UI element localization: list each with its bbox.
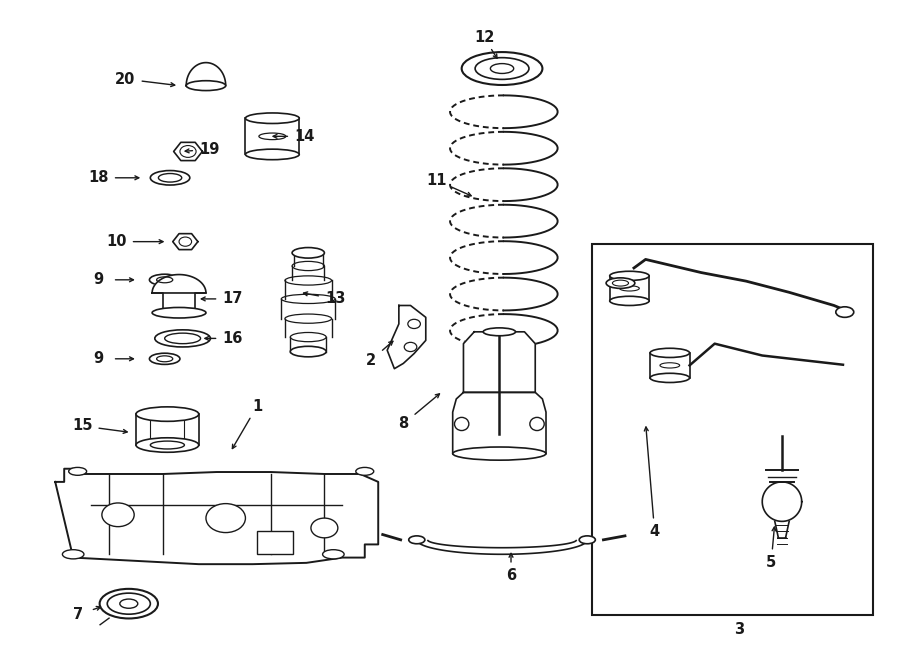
Text: 10: 10 [106, 234, 127, 249]
Text: 18: 18 [88, 171, 109, 185]
Text: 7: 7 [73, 607, 83, 623]
Ellipse shape [836, 307, 854, 317]
Text: 20: 20 [115, 71, 135, 87]
Circle shape [310, 518, 338, 538]
Text: 13: 13 [325, 292, 346, 307]
Ellipse shape [120, 599, 138, 608]
Ellipse shape [606, 278, 634, 288]
Ellipse shape [68, 467, 86, 475]
Text: 2: 2 [366, 352, 376, 368]
Ellipse shape [453, 447, 546, 460]
Polygon shape [173, 233, 198, 250]
Text: 6: 6 [506, 568, 516, 583]
Ellipse shape [246, 149, 300, 160]
Ellipse shape [152, 307, 206, 318]
Text: 9: 9 [94, 351, 104, 366]
Ellipse shape [157, 277, 173, 283]
Ellipse shape [158, 174, 182, 182]
Ellipse shape [107, 593, 150, 614]
Ellipse shape [619, 286, 639, 291]
Ellipse shape [155, 330, 211, 347]
Ellipse shape [650, 373, 689, 383]
Circle shape [404, 342, 417, 352]
Text: 12: 12 [474, 30, 494, 45]
Ellipse shape [454, 417, 469, 430]
Ellipse shape [259, 133, 286, 139]
Circle shape [206, 504, 246, 533]
Bar [285, 319, 331, 337]
Ellipse shape [136, 438, 199, 452]
Text: 14: 14 [294, 129, 315, 144]
Ellipse shape [165, 333, 201, 344]
Text: 5: 5 [766, 555, 777, 570]
Ellipse shape [282, 294, 335, 303]
Ellipse shape [292, 261, 324, 270]
Bar [650, 353, 689, 378]
Ellipse shape [660, 363, 680, 368]
Ellipse shape [149, 353, 180, 364]
Text: 1: 1 [252, 399, 262, 414]
Ellipse shape [609, 296, 649, 305]
Polygon shape [453, 393, 546, 453]
Bar [609, 276, 649, 301]
Ellipse shape [650, 348, 689, 358]
Ellipse shape [475, 58, 529, 79]
Ellipse shape [285, 314, 331, 323]
Bar [282, 299, 335, 319]
Text: 16: 16 [222, 331, 243, 346]
Ellipse shape [62, 550, 84, 559]
Bar [285, 280, 331, 299]
Ellipse shape [150, 171, 190, 185]
Ellipse shape [409, 536, 425, 544]
Bar [246, 118, 300, 155]
Ellipse shape [356, 467, 373, 475]
Ellipse shape [580, 536, 596, 544]
Text: 19: 19 [200, 142, 220, 157]
Ellipse shape [136, 407, 199, 421]
Polygon shape [152, 274, 206, 293]
Ellipse shape [292, 248, 324, 258]
Circle shape [180, 145, 196, 157]
Ellipse shape [100, 589, 158, 619]
Ellipse shape [483, 328, 516, 336]
Ellipse shape [612, 280, 628, 286]
Polygon shape [186, 63, 226, 86]
Ellipse shape [462, 52, 543, 85]
Bar [291, 337, 326, 352]
Ellipse shape [322, 550, 344, 559]
Ellipse shape [530, 417, 544, 430]
Polygon shape [174, 142, 203, 161]
Text: 11: 11 [427, 173, 446, 188]
Bar [257, 531, 293, 555]
Text: 17: 17 [222, 292, 243, 307]
Circle shape [179, 237, 192, 247]
Ellipse shape [186, 81, 226, 91]
Ellipse shape [291, 332, 326, 342]
Ellipse shape [294, 249, 322, 257]
Bar [294, 253, 322, 266]
Polygon shape [152, 293, 206, 313]
Text: 3: 3 [734, 623, 744, 637]
Ellipse shape [246, 113, 300, 124]
Polygon shape [387, 305, 426, 369]
Ellipse shape [149, 274, 180, 286]
Ellipse shape [609, 271, 649, 280]
Polygon shape [418, 541, 587, 555]
Text: 9: 9 [94, 272, 104, 288]
Polygon shape [762, 482, 802, 522]
Circle shape [408, 319, 420, 329]
Circle shape [102, 503, 134, 527]
Ellipse shape [150, 441, 184, 449]
Bar [592, 244, 874, 615]
Ellipse shape [291, 346, 326, 357]
Text: 4: 4 [650, 524, 660, 539]
Ellipse shape [285, 276, 331, 285]
Ellipse shape [491, 63, 514, 73]
Polygon shape [55, 469, 378, 564]
Text: 15: 15 [72, 418, 93, 434]
Ellipse shape [157, 356, 173, 362]
Bar [292, 266, 324, 280]
Polygon shape [464, 332, 536, 393]
Text: 8: 8 [398, 416, 409, 432]
